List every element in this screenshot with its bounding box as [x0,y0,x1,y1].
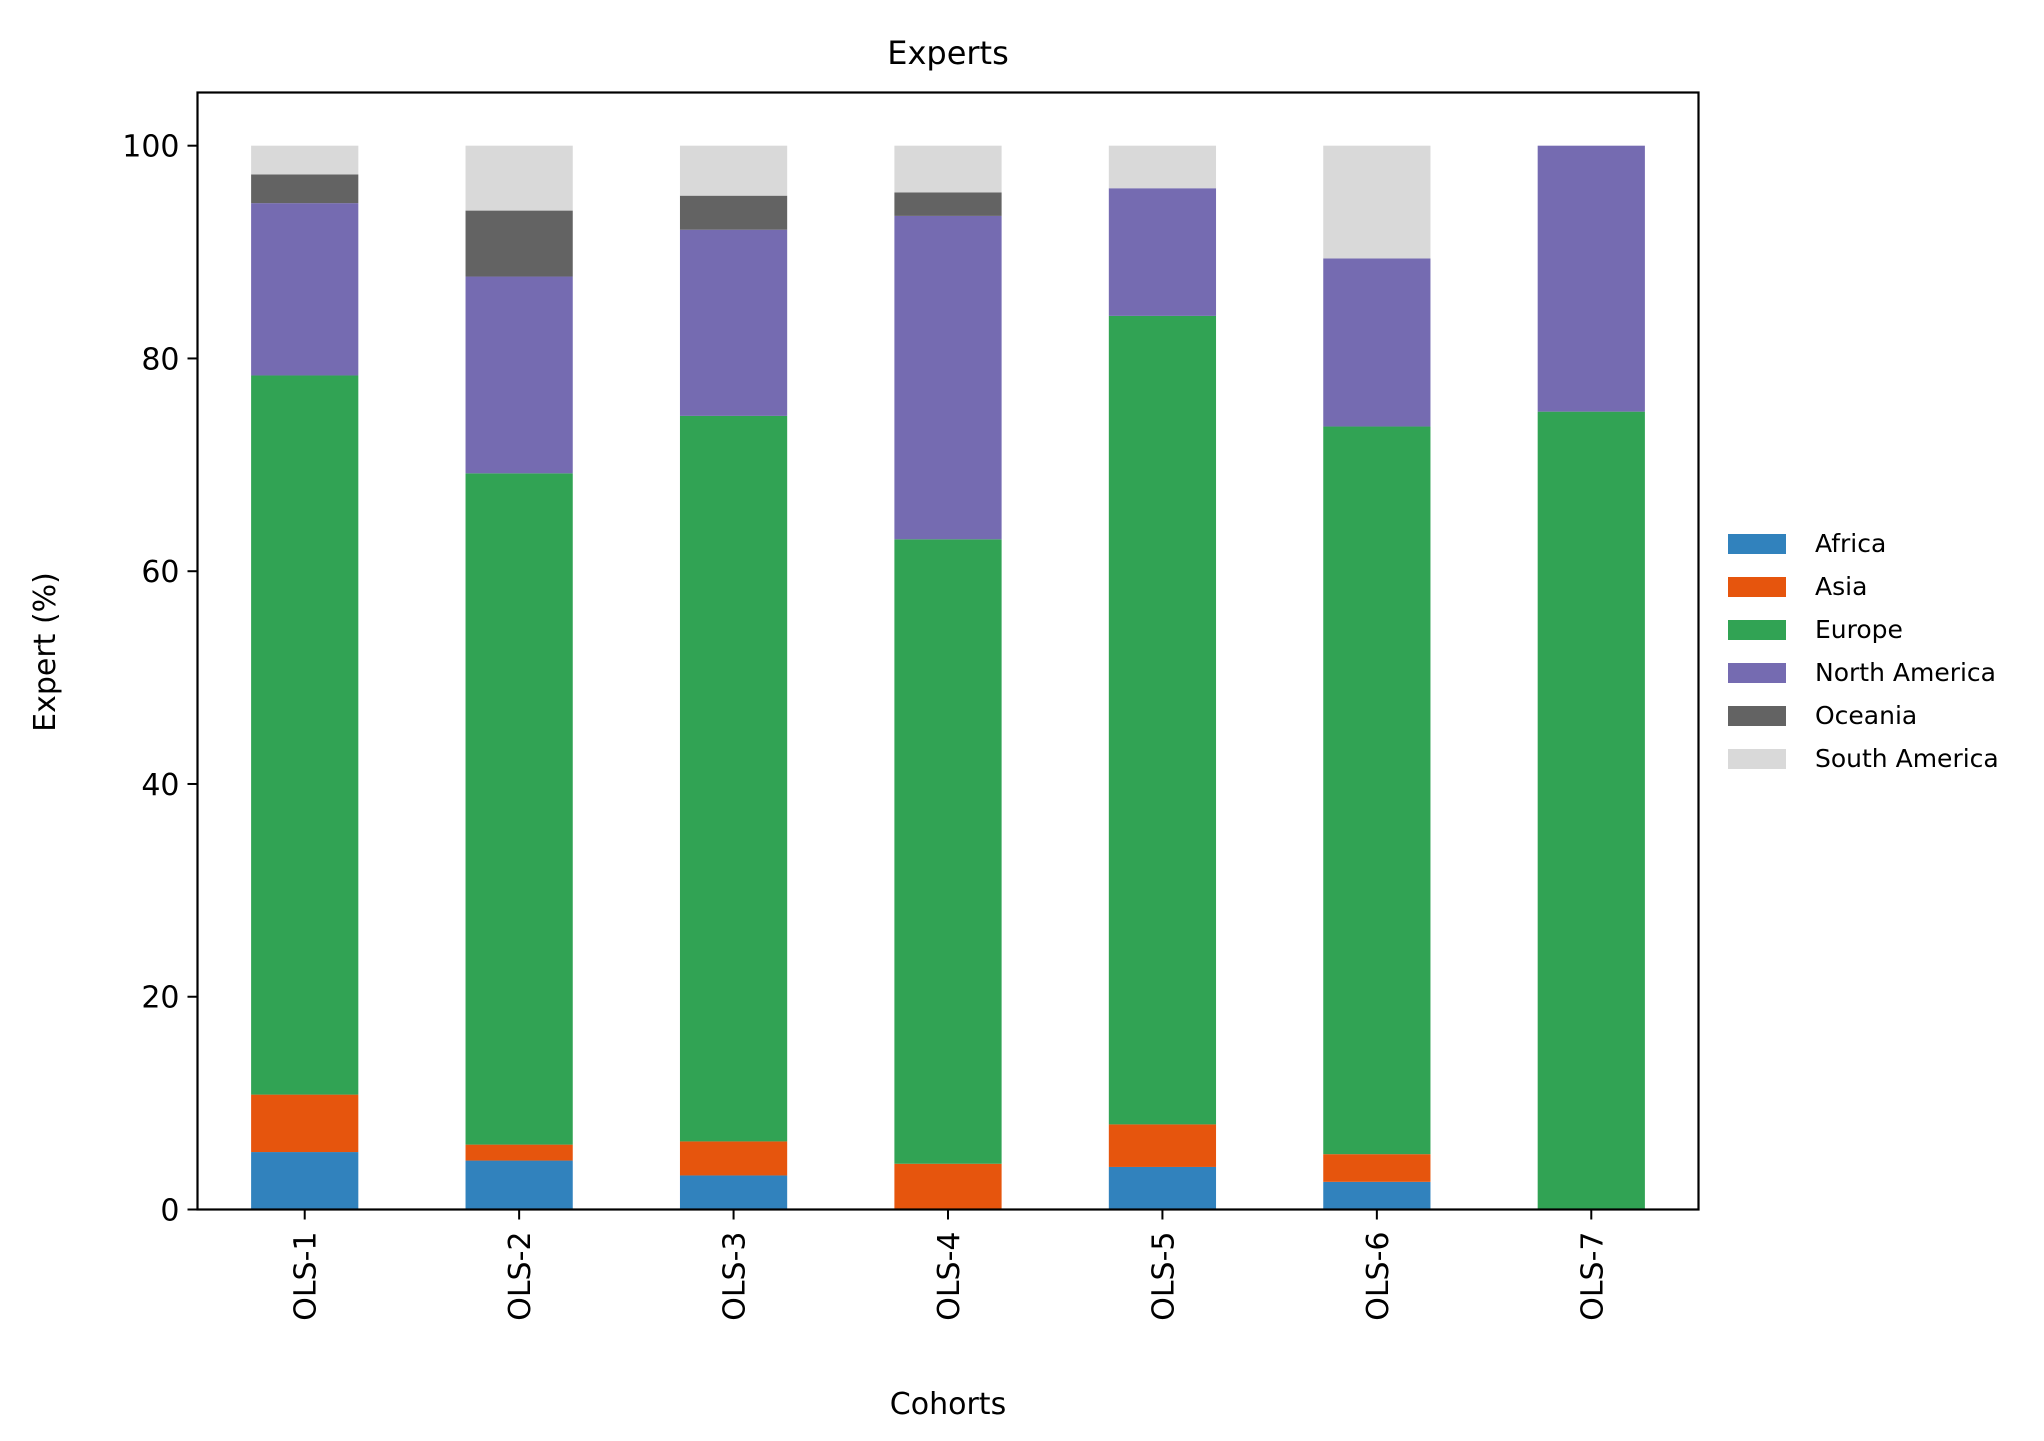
bar-ols-5-south-america [1108,145,1217,189]
bar-ols-2-europe [465,473,573,1145]
bar-ols-6-asia [1323,1154,1431,1182]
bar-ols-5-europe [1108,315,1217,1125]
x-tick-label: OLS-3 [718,1232,753,1321]
bar-ols-7-europe [1537,411,1645,1210]
legend-label: Asia [1815,572,1867,601]
plot-frame [196,91,1700,1211]
bar-ols-6-africa [1323,1181,1431,1210]
x-tick-label: OLS-5 [1146,1232,1181,1321]
x-axis-label: Cohorts [890,1387,1006,1422]
bar-ols-1-oceania [251,174,359,204]
bar-ols-1-europe [251,375,359,1095]
legend-swatch [1728,577,1786,597]
bar-ols-1-south-america [251,145,359,175]
y-tick-label: 0 [160,1194,179,1229]
bar-ols-6-south-america [1323,145,1431,259]
y-tick-label: 40 [141,768,179,803]
bar-ols-3-south-america [679,145,788,196]
bar-ols-7-north-america [1537,145,1645,412]
legend-label: Africa [1815,529,1886,558]
bar-ols-3-asia [679,1141,788,1176]
bar-ols-4-south-america [894,145,1002,193]
bar-ols-2-oceania [465,210,573,277]
bar-ols-4-asia [894,1163,1002,1210]
bar-ols-3-oceania [679,195,788,230]
y-tick-label: 60 [141,555,179,590]
x-tick-label: OLS-1 [289,1232,324,1321]
x-tick-label: OLS-6 [1361,1232,1396,1321]
y-axis-ticks: 0 20 40 60 80 100 [122,130,198,1229]
bar-ols-5-africa [1108,1166,1217,1210]
bar-ols-1-asia [251,1094,359,1153]
bar-ols-3-north-america [679,229,788,416]
x-axis-ticks: OLS-1 OLS-2 OLS-3 OLS-4 OLS-5 OLS-6 OLS-7 [289,1209,1610,1321]
x-tick-label: OLS-7 [1575,1232,1610,1321]
bar-ols-1-africa [251,1152,359,1210]
y-tick-label: 80 [141,342,179,377]
legend-swatch [1728,620,1786,640]
chart-title: Experts [887,34,1009,72]
legend-swatch [1728,706,1786,726]
bar-ols-6-europe [1323,426,1431,1155]
bar-ols-4-north-america [894,215,1002,540]
legend-swatch [1728,534,1786,554]
x-tick-label: OLS-2 [503,1232,538,1321]
bar-ols-2-north-america [465,276,573,474]
y-tick-label: 100 [122,130,179,165]
legend-swatch [1728,749,1786,769]
bar-ols-2-asia [465,1144,573,1161]
bar-ols-4-oceania [894,192,1002,216]
legend-swatch [1728,663,1786,683]
legend: Africa Asia Europe North America Oceania Sout… [1728,529,1999,773]
legend-label: Europe [1815,615,1903,644]
bar-ols-2-south-america [465,145,573,211]
bars [251,145,1645,1210]
bar-ols-3-europe [679,415,788,1142]
legend-label: South America [1815,744,1999,773]
bar-ols-3-africa [679,1175,788,1210]
bar-ols-5-asia [1108,1124,1217,1167]
bar-ols-6-north-america [1323,258,1431,427]
bar-ols-2-africa [465,1160,573,1210]
bar-ols-5-north-america [1108,188,1217,316]
x-tick-label: OLS-4 [932,1232,967,1321]
y-tick-label: 20 [141,981,179,1016]
legend-label: North America [1815,658,1996,687]
bar-ols-1-north-america [251,203,359,376]
legend-label: Oceania [1815,701,1917,730]
bar-ols-4-europe [894,539,1002,1164]
y-axis-label: Expert (%) [28,572,63,732]
